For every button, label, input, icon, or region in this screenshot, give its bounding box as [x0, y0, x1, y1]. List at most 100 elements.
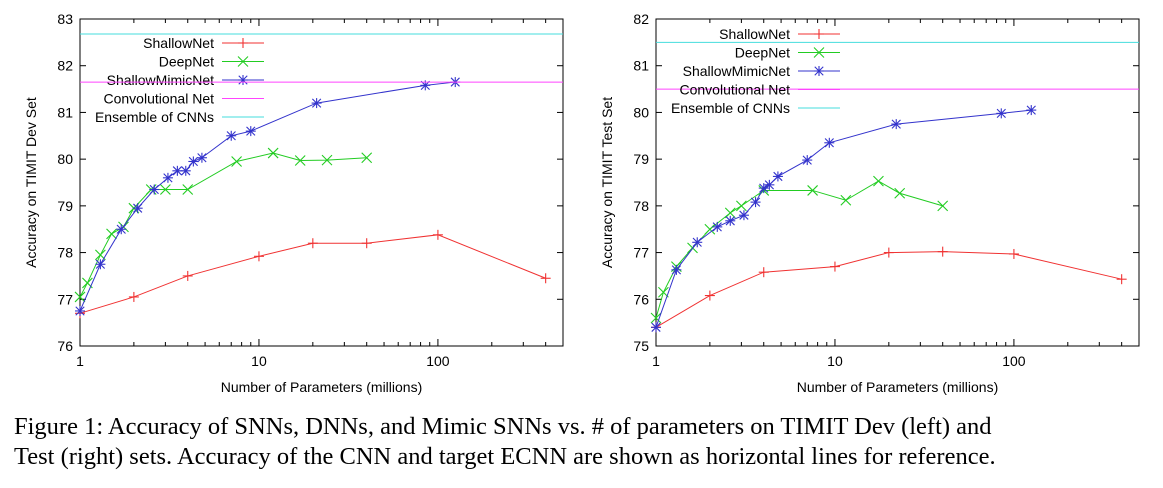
series-shallownet-point — [937, 246, 948, 257]
y-axis-label: Accuracy on TIMIT Dev Set — [23, 97, 39, 268]
series-deepnet-point-d2 — [650, 312, 662, 324]
series-shallowmimicnet-point-d2 — [116, 224, 126, 234]
y-tick-label: 83 — [57, 11, 73, 27]
legend-marker-d2 — [238, 75, 248, 85]
caption-line-1: Figure 1: Accuracy of SNNs, DNNs, and Mi… — [14, 413, 992, 440]
y-tick-label: 75 — [633, 338, 649, 354]
legend-marker-d2 — [813, 47, 825, 58]
series-shallowmimicnet-point-d2 — [692, 237, 702, 247]
y-tick-label: 82 — [57, 58, 73, 74]
legend-marker — [238, 75, 248, 85]
series-shallowmimicnet-point — [651, 322, 661, 333]
series-shallowmimicnet-point — [824, 137, 835, 148]
series-shallowmimicnet-point — [196, 152, 207, 163]
series-deepnet-point — [650, 312, 662, 324]
series-deepnet-line — [655, 180, 943, 319]
y-tick-label: 76 — [57, 338, 73, 354]
figure-caption: Figure 1: Accuracy of SNNs, DNNs, and Mi… — [14, 412, 1154, 472]
series-shallownet — [75, 229, 551, 319]
series-shallowmimicnet-point — [116, 224, 127, 235]
series-shallowmimicnet-point-d2 — [671, 265, 682, 275]
series-deepnet-point-d2 — [894, 187, 906, 199]
series-shallowmimicnet-point-d2 — [95, 259, 106, 269]
legend-marker — [237, 56, 249, 67]
series-deepnet-point — [361, 152, 373, 164]
legend-label: Convolutional Net — [679, 82, 790, 98]
series-shallowmimicnet-point-d2 — [197, 153, 207, 163]
series-shallowmimicnet-point-d2 — [773, 171, 783, 182]
series-shallowmimicnet-point-d2 — [75, 306, 85, 316]
series-shallowmimicnet-point-d2 — [311, 98, 322, 108]
x-tick-label: 100 — [1002, 353, 1026, 369]
series-deepnet-point — [231, 156, 242, 167]
series-shallownet-point — [182, 270, 193, 281]
series-shallowmimicnet-point-d2 — [891, 119, 901, 129]
series-shallowmimicnet-point-d2 — [802, 155, 812, 165]
series-shallowmimicnet-point-d2 — [163, 173, 173, 183]
legend-label: ShallowNet — [719, 26, 790, 42]
series-shallowmimicnet-point-d2 — [172, 166, 183, 176]
series-deepnet-point — [267, 147, 279, 159]
series-shallowmimicnet-point-d2 — [188, 156, 199, 167]
y-tick-label: 81 — [633, 58, 649, 74]
series-shallownet-point — [704, 290, 715, 301]
legend-marker — [814, 66, 824, 76]
series-shallowmimicnet-point — [132, 203, 143, 214]
series-shallowmimicnet-point-d2 — [739, 210, 749, 220]
series-shallownet-point — [829, 261, 840, 272]
series-deepnet-point-d2 — [106, 228, 117, 240]
series-deepnet-point-d2 — [321, 154, 333, 166]
series-deepnet — [74, 147, 373, 303]
series-shallowmimicnet-point — [772, 171, 783, 182]
series-deepnet-point-d2 — [724, 207, 736, 219]
series-deepnet-point — [704, 223, 716, 235]
series-shallowmimicnet — [75, 77, 461, 316]
series-deepnet — [650, 175, 949, 324]
series-deepnet-point-d2 — [704, 223, 716, 235]
series-deepnet-point — [807, 185, 818, 196]
series-deepnet-point — [106, 228, 117, 240]
x-tick-label: 10 — [251, 353, 267, 369]
series-shallowmimicnet-point — [692, 237, 703, 248]
y-tick-label: 78 — [633, 198, 649, 214]
series-shallowmimicnet-point — [172, 165, 183, 176]
series-shallownet-point — [432, 229, 443, 240]
series-deepnet-point — [294, 155, 306, 166]
legend-label: DeepNet — [735, 45, 790, 61]
series-shallowmimicnet-point-d2 — [750, 197, 761, 207]
series-deepnet-point — [321, 154, 333, 166]
series-deepnet-point-d2 — [873, 175, 884, 187]
series-deepnet-point — [735, 200, 747, 212]
series-shallowmimicnet-point — [180, 165, 191, 176]
series-shallowmimicnet-point — [162, 172, 173, 183]
x-tick-label: 1 — [652, 353, 660, 369]
series-deepnet-point-d2 — [658, 286, 669, 298]
series-shallownet-point — [540, 273, 551, 284]
plot-frame — [79, 18, 564, 347]
series-shallownet-point — [253, 251, 264, 262]
series-shallowmimicnet-point-d2 — [149, 184, 159, 195]
series-shallowmimicnet-point — [725, 215, 736, 226]
legend-marker — [814, 29, 824, 39]
legend-marker — [813, 47, 825, 58]
x-axis-label: Number of Parameters (millions) — [797, 379, 999, 395]
x-axis-label: Number of Parameters (millions) — [221, 379, 423, 395]
legend-label: ShallowMimicNet — [683, 63, 790, 79]
series-shallownet-line — [79, 234, 546, 314]
series-shallowmimicnet-point — [891, 119, 902, 130]
series-shallowmimicnet-point-d2 — [824, 138, 834, 148]
series-deepnet-point-d2 — [267, 147, 279, 159]
series-deepnet-point-d2 — [807, 185, 818, 196]
y-tick-label: 78 — [57, 245, 73, 261]
series-deepnet-point-d2 — [361, 152, 373, 164]
series-shallowmimicnet-point — [95, 259, 106, 270]
y-tick-label: 80 — [57, 151, 73, 167]
series-deepnet-point — [724, 207, 736, 219]
series-shallownet-point — [128, 291, 139, 302]
legend-label: ShallowNet — [143, 35, 214, 51]
y-tick-label: 77 — [633, 245, 649, 261]
legend-label: Convolutional Net — [103, 91, 214, 107]
legend-marker-d2 — [237, 56, 249, 67]
